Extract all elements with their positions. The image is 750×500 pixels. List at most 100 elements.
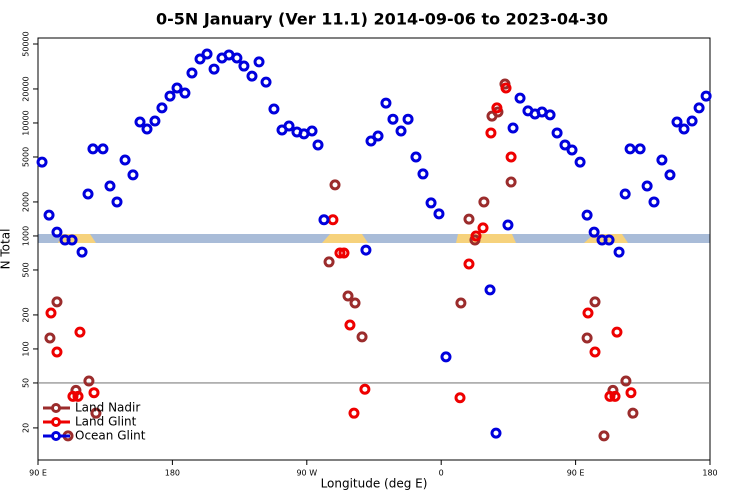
data-point bbox=[582, 307, 594, 319]
land-patch bbox=[456, 234, 516, 243]
data-point bbox=[342, 290, 354, 302]
data-point bbox=[90, 407, 102, 419]
data-point bbox=[67, 390, 79, 402]
data-point bbox=[470, 230, 482, 242]
y-tick-label: 50 bbox=[22, 378, 31, 388]
y-tick-label: 2000 bbox=[22, 192, 31, 212]
data-point bbox=[306, 125, 318, 137]
data-point bbox=[686, 115, 698, 127]
x-tick-label: 90 W bbox=[296, 469, 317, 478]
data-point bbox=[490, 427, 502, 439]
data-point bbox=[186, 67, 198, 79]
data-point bbox=[253, 56, 265, 68]
data-point bbox=[208, 63, 220, 75]
plot-frame bbox=[37, 37, 711, 461]
data-point bbox=[491, 102, 503, 114]
data-point bbox=[45, 307, 57, 319]
x-tick-label: 180 bbox=[702, 469, 717, 478]
data-point bbox=[440, 351, 452, 363]
data-point bbox=[338, 247, 350, 259]
data-point bbox=[283, 120, 295, 132]
data-point bbox=[627, 407, 639, 419]
data-point bbox=[544, 109, 556, 121]
data-point bbox=[581, 332, 593, 344]
land-patch bbox=[322, 234, 368, 243]
data-point bbox=[485, 127, 497, 139]
data-point bbox=[604, 390, 616, 402]
data-point bbox=[36, 156, 48, 168]
legend-marker bbox=[51, 403, 61, 413]
data-point bbox=[365, 135, 377, 147]
data-point bbox=[179, 87, 191, 99]
data-point bbox=[433, 208, 445, 220]
data-point bbox=[455, 297, 467, 309]
data-point bbox=[356, 331, 368, 343]
y-tick-label: 50000 bbox=[22, 31, 31, 56]
data-point bbox=[641, 180, 653, 192]
data-point bbox=[323, 256, 335, 268]
data-point bbox=[500, 82, 512, 94]
data-point bbox=[507, 122, 519, 134]
y-tick-label: 1000 bbox=[22, 226, 31, 246]
data-point bbox=[74, 326, 86, 338]
data-point bbox=[329, 179, 341, 191]
x-tick-label: 90 E bbox=[29, 469, 47, 478]
data-point bbox=[83, 375, 95, 387]
data-point bbox=[559, 139, 571, 151]
data-point bbox=[611, 326, 623, 338]
data-point bbox=[141, 123, 153, 135]
data-point bbox=[246, 70, 258, 82]
data-point bbox=[97, 143, 109, 155]
data-point bbox=[387, 113, 399, 125]
data-point bbox=[603, 234, 615, 246]
data-point bbox=[581, 209, 593, 221]
chart-title: 0-5N January (Ver 11.1) 2014-09-06 to 20… bbox=[156, 10, 608, 29]
data-point bbox=[613, 246, 625, 258]
y-tick-label: 20 bbox=[22, 423, 31, 433]
data-point bbox=[505, 151, 517, 163]
data-point bbox=[693, 102, 705, 114]
data-point bbox=[201, 48, 213, 60]
data-point bbox=[171, 82, 183, 94]
data-point bbox=[127, 169, 139, 181]
data-point bbox=[574, 156, 586, 168]
x-tick-label: 90 E bbox=[567, 469, 585, 478]
data-point bbox=[502, 219, 514, 231]
y-tick-label: 10000 bbox=[22, 110, 31, 135]
data-point bbox=[268, 103, 280, 115]
data-point bbox=[588, 226, 600, 238]
data-point bbox=[417, 168, 429, 180]
data-point bbox=[372, 130, 384, 142]
data-point bbox=[231, 52, 243, 64]
data-point bbox=[44, 332, 56, 344]
data-point bbox=[463, 213, 475, 225]
x-axis-label: Longitude (deg E) bbox=[321, 477, 428, 491]
data-point bbox=[344, 319, 356, 331]
data-point bbox=[551, 127, 563, 139]
data-point bbox=[656, 154, 668, 166]
legend-label: Ocean Glint bbox=[75, 429, 146, 443]
data-point bbox=[104, 180, 116, 192]
data-point bbox=[678, 123, 690, 135]
data-point bbox=[566, 144, 578, 156]
data-point bbox=[360, 244, 372, 256]
data-point bbox=[671, 116, 683, 128]
legend-marker bbox=[51, 417, 61, 427]
data-point bbox=[349, 297, 361, 309]
data-point bbox=[463, 258, 475, 270]
data-point bbox=[318, 214, 330, 226]
data-point bbox=[87, 143, 99, 155]
data-point bbox=[609, 390, 621, 402]
legend-label: Land Glint bbox=[75, 415, 137, 429]
data-point bbox=[619, 188, 631, 200]
x-tick-label: 180 bbox=[165, 469, 180, 478]
data-point bbox=[134, 116, 146, 128]
data-point bbox=[589, 296, 601, 308]
data-point bbox=[238, 60, 250, 72]
y-tick-label: 100 bbox=[22, 341, 31, 356]
data-point bbox=[477, 222, 489, 234]
data-point bbox=[82, 188, 94, 200]
x-tick-label: 0 bbox=[439, 469, 444, 478]
